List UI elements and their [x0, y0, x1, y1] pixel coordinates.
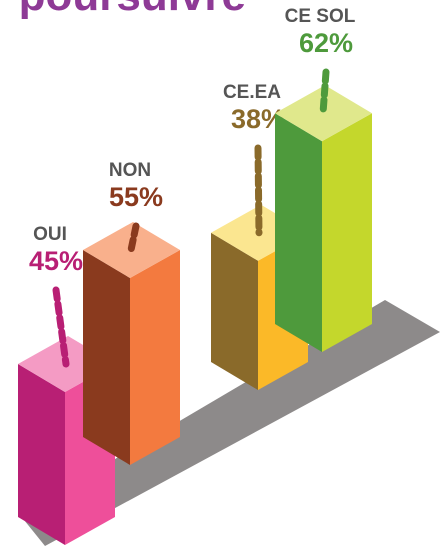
bar [275, 85, 372, 352]
bar-right-face [322, 113, 372, 352]
leader-dash [52, 286, 70, 368]
category-label: NON [109, 160, 151, 181]
bar-left-face [83, 250, 130, 465]
bar-top-face [275, 85, 372, 142]
value-label: 55% [109, 182, 163, 212]
chart-title: r poursuivre [0, 0, 246, 20]
value-label: 45% [29, 246, 83, 276]
bar [83, 222, 180, 465]
leader-dash [254, 144, 263, 237]
leader-dash [127, 222, 140, 254]
category-label: OUI [33, 224, 67, 245]
leader-dash [319, 68, 330, 117]
category-label: CE SOL [285, 6, 356, 27]
bar-left-face [18, 364, 65, 545]
bar-left-face [211, 232, 258, 390]
bar-right-face [130, 250, 180, 465]
category-label: CE.EA [223, 82, 281, 103]
value-label: 62% [299, 28, 353, 58]
floor [20, 300, 440, 546]
bar-left-face [275, 113, 322, 352]
